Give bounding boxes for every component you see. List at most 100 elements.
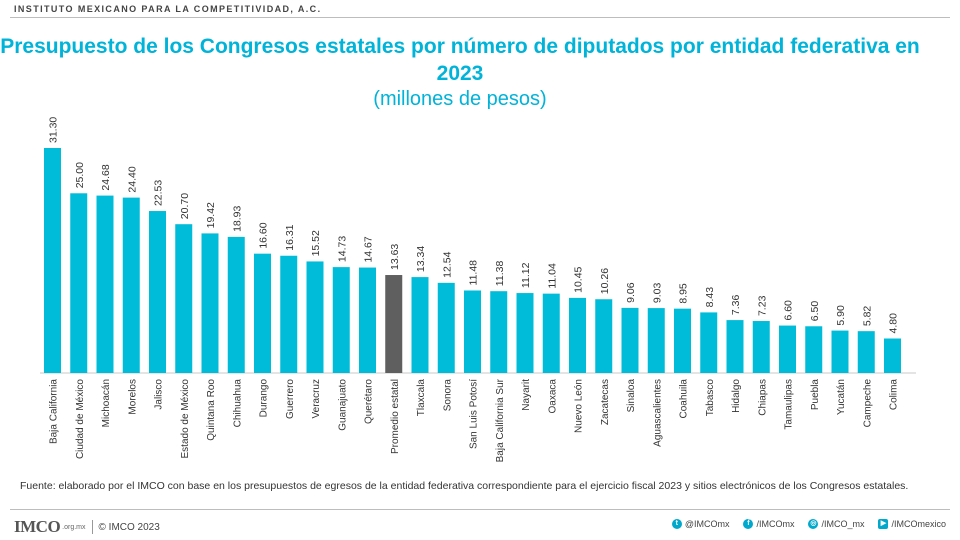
category-label-14: Tlaxcala [416,379,427,417]
value-label-13: 13.63 [389,244,401,270]
category-label-20: Nuevo León [574,379,585,433]
value-label-26: 7.36 [730,294,742,315]
chart-subtitle: (millones de pesos) [373,88,547,110]
category-label-28: Tamaulipas [784,379,795,430]
category-label-32: Colima [889,379,900,411]
bar-22 [621,307,639,373]
footer-separator [91,520,93,534]
category-label-17: Baja California Sur [495,378,506,462]
value-label-3: 24.40 [126,166,138,192]
category-label-2: Michoacán [101,379,112,427]
bar-31 [857,331,875,373]
value-label-31: 5.82 [861,306,873,327]
category-label-30: Yucatán [836,379,847,415]
social-facebook[interactable]: f /IMCOmx [743,519,794,529]
bar-28 [779,325,796,373]
category-label-6: Quintana Roo [206,379,217,441]
value-label-1: 25.00 [74,162,86,188]
category-label-8: Durango [259,379,270,418]
value-label-29: 6.50 [809,301,821,322]
category-label-4: Jalisco [154,379,165,410]
imco-logo: IMCO [14,517,61,536]
bar-29 [805,326,823,373]
bar-2 [96,195,114,373]
bar-8 [254,253,271,373]
value-label-28: 6.60 [783,300,795,321]
bar-10 [306,261,324,373]
category-label-7: Chihuahua [232,379,243,428]
category-label-31: Campeche [862,379,873,428]
footer-divider [10,509,950,510]
chart-title: Presupuesto de los Congresos estatales p… [0,35,920,85]
category-label-25: Tabasco [705,379,716,417]
value-label-21: 10.26 [599,268,611,294]
bar-13 [385,275,403,373]
bar-11 [332,267,350,373]
value-label-30: 5.90 [835,305,847,326]
bar-32 [884,338,901,373]
category-label-26: Hidalgo [731,379,742,413]
header-divider [10,17,950,18]
instagram-handle[interactable]: /IMCO_mx [821,519,865,529]
value-label-10: 15.52 [310,230,322,256]
bar-24 [674,308,691,373]
value-label-9: 16.31 [284,224,296,250]
value-label-14: 13.34 [415,246,427,272]
bar-1 [70,193,88,373]
category-label-9: Guerrero [285,379,296,419]
bar-4 [149,211,166,373]
bar-17 [490,291,508,373]
category-label-13: Promedio estatal [390,379,401,454]
value-label-23: 9.03 [651,282,663,303]
social-instagram[interactable]: ◎ /IMCO_mx [808,519,864,529]
category-label-0: Baja California [49,379,60,444]
logo-domain: .org.mx [62,523,86,531]
bar-6 [201,233,219,373]
twitter-handle[interactable]: @IMCOmx [684,519,730,529]
bar-7 [227,236,245,373]
bar-3 [122,197,140,373]
value-label-15: 12.54 [441,251,453,277]
category-label-1: Ciudad de México [75,379,86,459]
category-label-22: Sinaloa [626,379,637,413]
category-label-24: Coahuila [679,379,690,419]
value-label-12: 14.67 [363,236,375,262]
bar-14 [411,277,429,373]
twitter-icon: t [671,519,682,529]
value-label-27: 7.23 [756,295,768,316]
value-label-2: 24.68 [100,164,112,190]
youtube-icon: ▶ [878,519,889,529]
value-label-20: 10.45 [573,266,585,292]
bar-16 [464,290,481,373]
value-label-16: 11.48 [468,260,480,286]
value-label-7: 18.93 [231,205,243,231]
category-label-12: Querétaro [364,379,375,424]
value-label-8: 16.60 [258,222,270,248]
category-label-18: Nayarit [521,379,532,411]
footer-brand: IMCO .org.mx © IMCO 2023 [14,517,160,537]
value-label-25: 8.43 [704,287,716,308]
instagram-icon: ◎ [808,519,819,529]
bar-26 [726,320,744,373]
value-label-32: 4.80 [888,313,900,334]
bar-0 [44,148,61,373]
category-label-19: Oaxaca [547,379,558,414]
value-label-6: 19.42 [205,202,217,228]
bar-5 [175,224,193,373]
category-label-16: San Luis Potosí [469,379,480,449]
bar-19 [542,293,560,373]
category-label-29: Puebla [810,379,821,411]
value-label-22: 9.06 [625,282,637,303]
bar-23 [647,308,665,373]
bar-9 [280,255,298,373]
bar-chart: 31.30 Baja California 25.00 Ciudad de Méxic… [40,117,916,462]
bar-18 [516,293,534,373]
value-label-4: 22.53 [153,180,165,206]
source-note: Fuente: elaborado por el IMCO con base e… [20,480,909,492]
social-twitter[interactable]: t @IMCOmx [671,519,730,529]
facebook-handle[interactable]: /IMCOmx [756,519,795,529]
youtube-handle[interactable]: /IMCOmexico [891,519,946,529]
category-label-21: Zacatecas [600,379,611,425]
social-youtube[interactable]: ▶ /IMCOmexico [878,519,946,529]
facebook-icon: f [743,519,754,529]
